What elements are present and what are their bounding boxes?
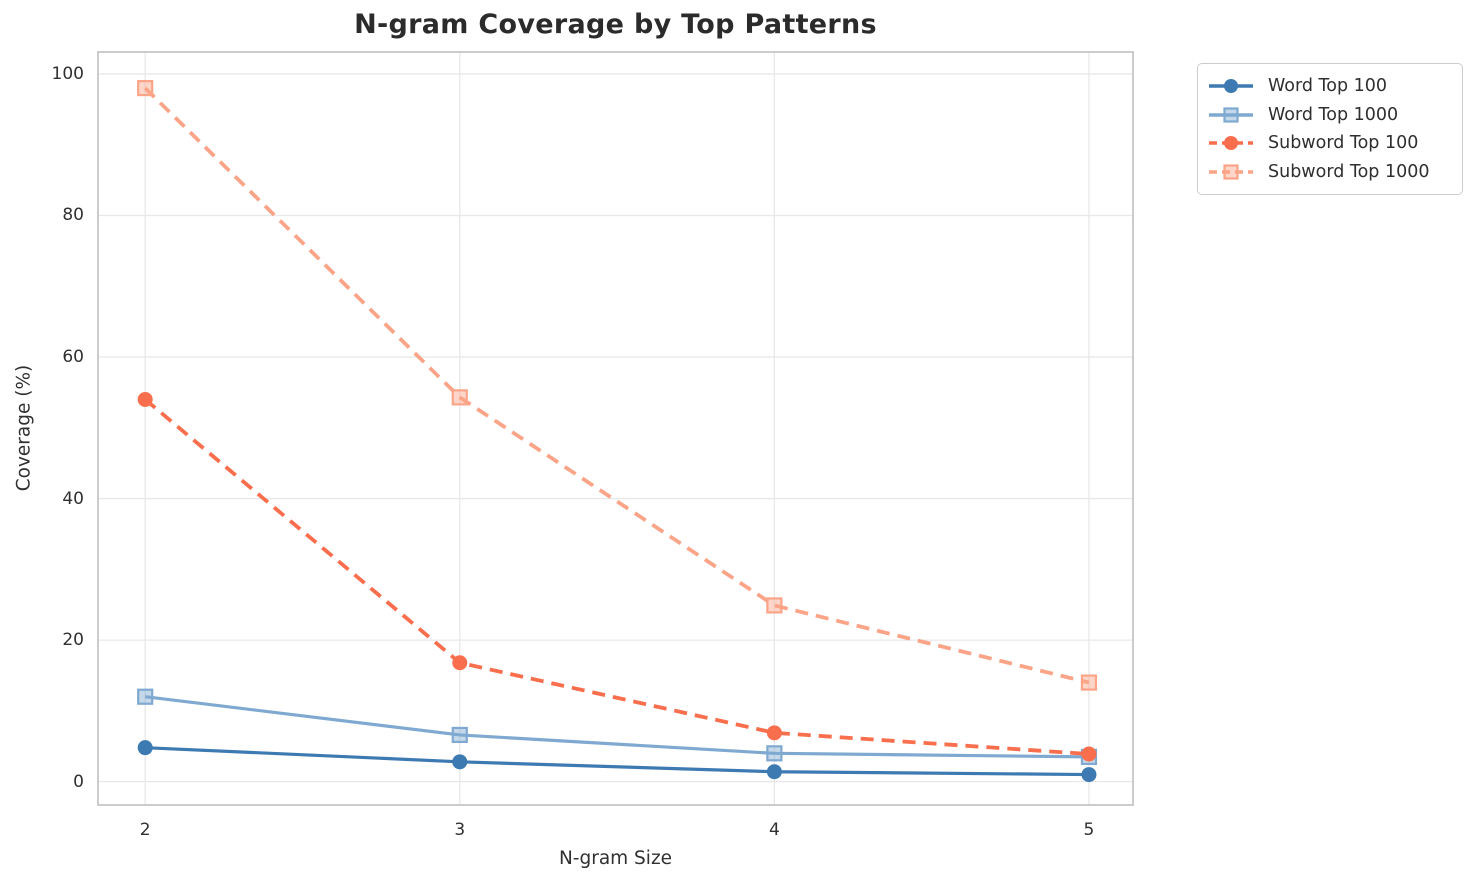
marker-word-top-100 — [766, 764, 782, 780]
legend: Word Top 100 Word Top 1000 Subword Top 100… — [1197, 63, 1463, 195]
marker-word-top-100 — [452, 754, 468, 770]
marker-subword-top-1000 — [451, 389, 468, 406]
marker-subword-top-1000 — [137, 79, 154, 97]
chart-title: N-gram Coverage by Top Patterns — [354, 9, 877, 40]
legend-item-word-top-100: Word Top 100 — [1208, 72, 1452, 101]
marker-subword-top-100 — [137, 391, 153, 407]
legend-item-subword-top-100: Subword Top 100 — [1208, 129, 1452, 158]
x-tick-label: 4 — [768, 820, 780, 840]
y-tick-label: 20 — [62, 630, 84, 651]
legend-line-sample-subword-top-1000 — [1209, 164, 1253, 180]
marker-subword-top-1000 — [1080, 674, 1098, 691]
y-axis-label: Coverage (%) — [13, 364, 35, 492]
legend-item-label: Subword Top 1000 — [1268, 161, 1430, 182]
series-line-subword-top-100 — [143, 398, 1090, 756]
x-tick-label: 3 — [454, 820, 466, 840]
legend-item-word-top-1000: Word Top 1000 — [1208, 101, 1452, 130]
series-line-subword-top-1000 — [143, 86, 1090, 685]
y-tick-label: 60 — [62, 347, 84, 368]
legend-item-subword-top-1000: Subword Top 1000 — [1208, 158, 1452, 187]
marker-word-top-100 — [137, 740, 153, 756]
series-line-word-top-1000 — [144, 695, 1089, 759]
y-tick-label: 40 — [62, 488, 84, 509]
plot-border — [97, 51, 1134, 806]
y-tick-label: 80 — [62, 205, 84, 226]
legend-line-sample-word-top-1000 — [1209, 107, 1253, 123]
legend-item-label: Subword Top 100 — [1268, 133, 1419, 154]
marker-word-top-1000 — [766, 745, 783, 762]
x-tick-label: 2 — [139, 820, 151, 840]
marker-subword-top-100 — [766, 725, 782, 741]
series-line-word-top-100 — [145, 746, 1089, 777]
x-tick-label: 5 — [1083, 820, 1095, 840]
legend-item-label: Word Top 100 — [1268, 76, 1388, 97]
legend-line-sample-subword-top-100 — [1209, 136, 1253, 151]
legend-line-sample-word-top-100 — [1209, 79, 1253, 94]
x-axis-label: N-gram Size — [558, 848, 673, 869]
marker-subword-top-100 — [1081, 746, 1097, 762]
marker-word-top-1000 — [137, 688, 154, 705]
marker-word-top-1000 — [451, 726, 468, 744]
marker-subword-top-1000 — [766, 597, 783, 614]
marker-word-top-100 — [1081, 767, 1097, 783]
y-tick-label: 0 — [73, 771, 84, 792]
marker-subword-top-100 — [452, 655, 468, 671]
legend-item-label: Word Top 1000 — [1268, 104, 1399, 125]
y-tick-label: 100 — [51, 63, 84, 84]
